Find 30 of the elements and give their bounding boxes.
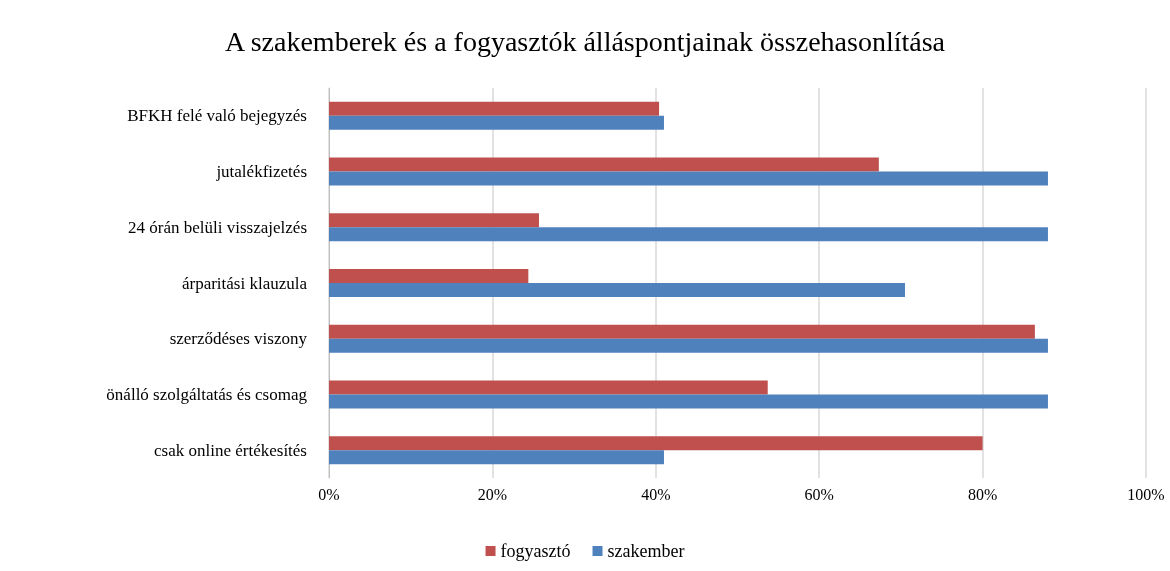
x-tick-label: 40% [641, 485, 671, 503]
bar [329, 101, 660, 116]
bar [329, 213, 539, 228]
bar [329, 338, 1048, 353]
bar [329, 394, 1048, 409]
y-tick-label: szerződéses viszony [169, 329, 308, 349]
y-tick-label: csak online értékesítés [154, 440, 307, 460]
x-tick-label: 60% [804, 485, 834, 503]
bar [329, 227, 1048, 242]
bar [329, 157, 879, 172]
y-tick-label: BFKH felé való bejegyzés [127, 106, 307, 126]
bar [329, 269, 529, 283]
chart-title: A szakemberek és a fogyasztók álláspontjainak összehasonlítása [225, 25, 946, 57]
x-tick-label: 20% [477, 485, 508, 503]
bar [329, 380, 768, 395]
y-tick-label: 24 órán belüli visszajelzés [128, 217, 307, 237]
y-tick-label: önálló szolgáltatás és csomag [106, 384, 308, 404]
bar [329, 324, 1035, 339]
bar [329, 450, 664, 465]
x-tick-label: 0% [318, 485, 340, 503]
legend-label: fogyasztó [500, 541, 571, 561]
bar [329, 436, 983, 451]
legend-label: szakember [607, 541, 685, 561]
bar [329, 115, 664, 130]
y-tick-label: jutalékfizetés [215, 162, 307, 182]
bar [329, 283, 905, 297]
x-tick-label: 100% [1127, 485, 1165, 503]
x-tick-label: 80% [967, 485, 998, 503]
bar [329, 171, 1048, 186]
y-tick-label: árparitási klauzula [181, 273, 308, 293]
